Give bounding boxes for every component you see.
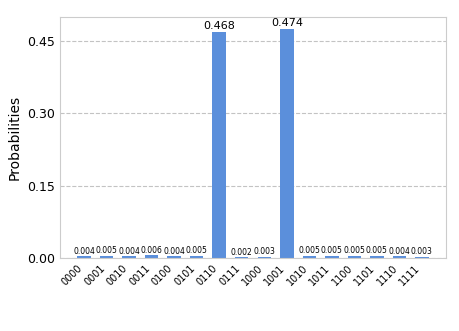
- Bar: [190, 256, 203, 258]
- Text: 0.006: 0.006: [140, 246, 162, 255]
- Bar: [347, 256, 360, 258]
- Text: 0.002: 0.002: [230, 248, 252, 257]
- Bar: [212, 32, 225, 258]
- Bar: [235, 257, 248, 258]
- Text: 0.003: 0.003: [410, 247, 432, 256]
- Y-axis label: Probabilities: Probabilities: [7, 95, 21, 180]
- Bar: [122, 256, 135, 258]
- Bar: [302, 256, 315, 258]
- Bar: [280, 29, 293, 258]
- Text: 0.005: 0.005: [185, 246, 207, 255]
- Bar: [145, 255, 158, 258]
- Text: 0.468: 0.468: [203, 21, 235, 30]
- Text: 0.003: 0.003: [253, 247, 274, 256]
- Bar: [257, 257, 270, 258]
- Bar: [414, 257, 428, 258]
- Text: 0.005: 0.005: [298, 246, 319, 255]
- Text: 0.474: 0.474: [270, 18, 302, 28]
- Text: 0.005: 0.005: [320, 246, 342, 255]
- Text: 0.004: 0.004: [387, 247, 409, 256]
- Text: 0.005: 0.005: [95, 246, 118, 255]
- Text: 0.004: 0.004: [118, 247, 140, 256]
- Bar: [369, 256, 383, 258]
- Text: 0.004: 0.004: [163, 247, 185, 256]
- Bar: [325, 256, 338, 258]
- Text: 0.005: 0.005: [365, 246, 387, 255]
- Bar: [167, 256, 180, 258]
- Bar: [77, 256, 91, 258]
- Bar: [392, 256, 405, 258]
- Text: 0.005: 0.005: [343, 246, 364, 255]
- Bar: [100, 256, 113, 258]
- Text: 0.004: 0.004: [73, 247, 95, 256]
